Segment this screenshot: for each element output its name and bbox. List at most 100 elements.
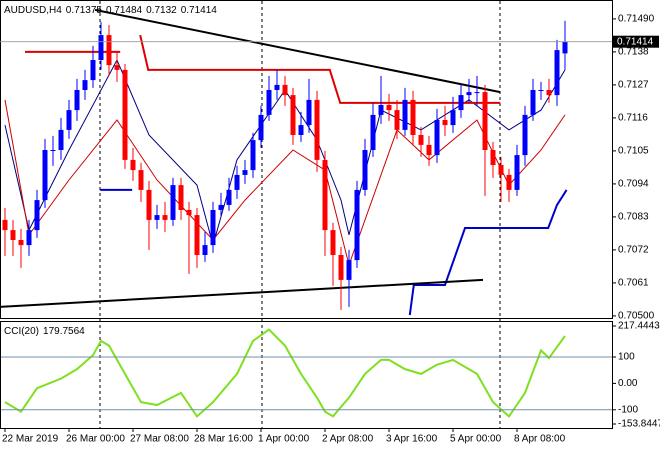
candle-body	[42, 150, 48, 201]
candle-body	[458, 95, 464, 111]
marks	[0, 8, 568, 418]
candle-body	[146, 189, 152, 220]
cci-tick-label: 0.00	[618, 378, 638, 389]
last-price-box	[613, 35, 659, 48]
candle-body	[74, 90, 80, 111]
candle-body	[194, 215, 200, 255]
candle-body	[234, 174, 240, 190]
candle-body	[338, 255, 344, 280]
candle-body	[138, 170, 144, 190]
last-low: 0.7132	[146, 5, 177, 16]
candle-body	[562, 41, 568, 54]
last-high: 0.71484	[106, 5, 143, 16]
candle-body	[450, 110, 456, 126]
y-tick-label: 0.7116	[618, 113, 648, 124]
cci-tick-label: 217.4443	[618, 321, 660, 332]
indicator-line	[100, 188, 568, 316]
candle-body	[306, 99, 312, 126]
cci-line	[4, 328, 566, 418]
candle-body	[90, 60, 96, 81]
candle-body	[58, 129, 64, 150]
candle-body	[514, 155, 520, 190]
candle-body	[506, 174, 512, 190]
indicator-line	[0, 278, 484, 308]
candle-body	[426, 144, 432, 156]
candle-body	[98, 35, 104, 60]
cci-title: CCI(20)	[4, 326, 39, 337]
candle-body	[410, 99, 416, 135]
x-tick-label: 27 Mar 08:00	[130, 434, 189, 445]
cci-tick-label: 100	[618, 352, 635, 363]
chart-header: AUDUSD,H4 0.71375 0.71484 0.7132 0.71414	[4, 5, 217, 16]
y-tick-label: 0.7094	[618, 179, 649, 190]
candle-body	[26, 230, 32, 246]
candle-body	[298, 125, 304, 135]
price-panel	[0, 0, 613, 319]
x-tick-label: 2 Apr 08:00	[322, 434, 374, 445]
candle-body	[250, 140, 256, 171]
x-tick-label: 5 Apr 00:00	[450, 434, 502, 445]
symbol: AUDUSD,H4	[4, 5, 62, 16]
x-tick-label: 26 Mar 00:00	[66, 434, 125, 445]
indicator-line	[94, 8, 501, 94]
last-open: 0.71375	[66, 5, 103, 16]
candle-body	[122, 69, 128, 160]
y-tick-label: 0.7072	[618, 245, 649, 256]
candle-body	[330, 230, 336, 255]
indicator-line	[25, 34, 501, 104]
candle-body	[274, 84, 280, 90]
candle-body	[282, 84, 288, 96]
candle-body	[210, 210, 216, 246]
candle-body	[530, 90, 536, 115]
candle-body	[218, 204, 224, 210]
y-tick-label: 0.70500	[618, 311, 655, 322]
candle-body	[442, 120, 448, 126]
y-tick-label: 0.7083	[618, 212, 649, 223]
candle-body	[2, 219, 8, 231]
candle-body	[402, 99, 408, 130]
candle-body	[538, 90, 544, 91]
candle-body	[114, 65, 120, 70]
candle-body	[490, 150, 496, 165]
candle-body	[394, 110, 400, 130]
last-price-label: 0.71414	[617, 36, 654, 47]
candle-body	[178, 185, 184, 210]
candle-body	[154, 215, 160, 220]
candle-body	[242, 170, 248, 175]
candle-body	[130, 159, 136, 171]
candle-body	[362, 150, 368, 190]
y-tick-label: 0.7127	[618, 80, 649, 91]
candle-body	[266, 90, 272, 115]
candle-body	[466, 92, 472, 96]
x-tick-label: 28 Mar 16:00	[194, 434, 253, 445]
candle-body	[498, 165, 504, 175]
candle-body	[106, 35, 112, 66]
last-close: 0.71414	[181, 5, 218, 16]
candle-body	[386, 105, 392, 111]
candle-body	[186, 210, 192, 216]
candle-body	[522, 114, 528, 156]
x-tick-label: 1 Apr 00:00	[258, 434, 310, 445]
candle-body	[226, 189, 232, 205]
cci-panel	[0, 321, 613, 429]
candle-body	[162, 215, 168, 220]
candle-body	[354, 189, 360, 261]
y-tick-label: 0.7105	[618, 146, 649, 157]
candle-body	[482, 92, 488, 150]
candle-body	[546, 90, 552, 96]
candle-body	[18, 240, 24, 246]
y-tick-label: 0.7138	[618, 47, 649, 58]
candle-body	[370, 114, 376, 150]
candle-body	[378, 105, 384, 115]
cci-tick-label: -153.8447	[618, 419, 660, 430]
cci-header: CCI(20) 179.7564	[4, 326, 85, 337]
candle-body	[82, 80, 88, 90]
candle-body	[66, 110, 72, 130]
candle-body	[322, 159, 328, 231]
y-tick-label: 0.7061	[618, 278, 649, 289]
candle-body	[202, 245, 208, 255]
candle-body	[314, 99, 320, 160]
candle-body	[434, 120, 440, 156]
x-tick-label: 8 Apr 08:00	[514, 434, 566, 445]
